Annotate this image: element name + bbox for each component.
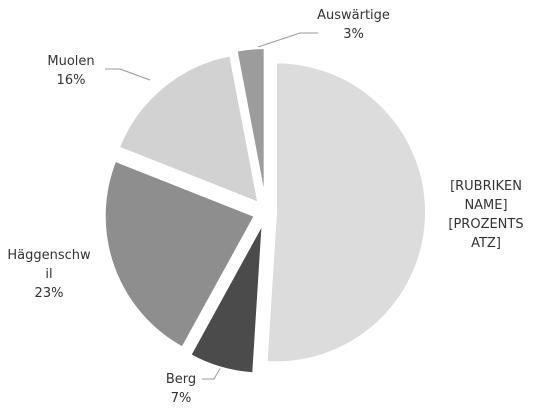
- leader-line: [202, 364, 223, 380]
- label-name: Muolen: [47, 54, 95, 69]
- label-name: [RUBRIKENNAME]: [450, 179, 522, 213]
- pie-slice: [265, 61, 427, 364]
- pie-slice: [189, 223, 264, 375]
- label-name: Häggenschwil: [7, 248, 91, 282]
- label-value: 3%: [343, 27, 364, 42]
- label-value: [PROZENTSATZ]: [448, 217, 524, 251]
- label: Häggenschwil 23%: [6, 246, 92, 303]
- label: Auswärtige 3%: [306, 6, 401, 44]
- label: Berg 7%: [156, 370, 206, 408]
- label-value: 7%: [170, 391, 192, 406]
- label: [RUBRIKENNAME] [PROZENTSATZ]: [446, 177, 526, 253]
- leader-line: [257, 32, 318, 48]
- leader-line: [105, 68, 151, 81]
- label-value: 23%: [34, 286, 64, 301]
- label-value: 16%: [56, 73, 86, 88]
- pie-slice: [103, 159, 257, 349]
- label-name: Auswärtige: [317, 8, 390, 23]
- label-name: Berg: [165, 372, 197, 387]
- pie-slice: [117, 54, 260, 205]
- pie-slice: [235, 47, 266, 199]
- label: Muolen 16%: [36, 52, 106, 90]
- leader-lines: [105, 32, 318, 380]
